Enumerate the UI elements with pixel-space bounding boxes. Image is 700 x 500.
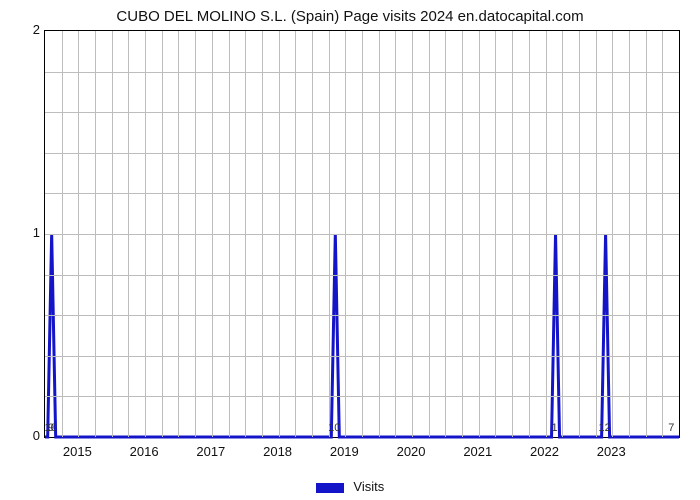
vgrid-minor <box>529 31 530 437</box>
vgrid-minor <box>312 31 313 437</box>
vgrid-minor <box>112 31 113 437</box>
vgrid-major <box>412 31 413 437</box>
vgrid-minor <box>162 31 163 437</box>
plot-area <box>44 30 680 438</box>
vgrid-minor <box>195 31 196 437</box>
vgrid-minor <box>62 31 63 437</box>
vgrid-minor <box>362 31 363 437</box>
vgrid-minor <box>512 31 513 437</box>
vgrid-minor <box>562 31 563 437</box>
vgrid-minor <box>295 31 296 437</box>
x-tick-label: 2019 <box>330 444 359 459</box>
vgrid-minor <box>462 31 463 437</box>
legend-label: Visits <box>353 479 384 494</box>
vgrid-minor <box>128 31 129 437</box>
vgrid-minor <box>329 31 330 437</box>
vgrid-major <box>212 31 213 437</box>
vgrid-minor <box>95 31 96 437</box>
x-tick-label: 2018 <box>263 444 292 459</box>
x-tick-label: 2016 <box>130 444 159 459</box>
y-tick-label: 2 <box>0 22 40 37</box>
x-tick-label: 2015 <box>63 444 92 459</box>
vgrid-minor <box>178 31 179 437</box>
legend: Visits <box>0 479 700 494</box>
vgrid-minor <box>646 31 647 437</box>
data-point-label: 12 <box>598 422 610 434</box>
vgrid-minor <box>495 31 496 437</box>
vgrid-minor <box>379 31 380 437</box>
vgrid-major <box>546 31 547 437</box>
chart-container: { "chart": { "type": "line-spike", "titl… <box>0 0 700 500</box>
vgrid-major <box>279 31 280 437</box>
vgrid-minor <box>629 31 630 437</box>
vgrid-minor <box>395 31 396 437</box>
vgrid-major <box>345 31 346 437</box>
vgrid-minor <box>262 31 263 437</box>
x-tick-label: 2021 <box>463 444 492 459</box>
vgrid-major <box>145 31 146 437</box>
data-point-label: 1 <box>551 422 557 434</box>
x-tick-label: 2023 <box>597 444 626 459</box>
legend-swatch <box>316 483 344 493</box>
y-tick-label: 0 <box>0 428 40 443</box>
data-point-label: 10 <box>328 422 340 434</box>
vgrid-minor <box>596 31 597 437</box>
vgrid-minor <box>662 31 663 437</box>
vgrid-major <box>612 31 613 437</box>
x-tick-label: 2017 <box>196 444 225 459</box>
vgrid-minor <box>229 31 230 437</box>
x-tick-label: 2022 <box>530 444 559 459</box>
data-point-label: 7 <box>668 422 674 434</box>
vgrid-minor <box>245 31 246 437</box>
vgrid-minor <box>579 31 580 437</box>
y-tick-label: 1 <box>0 225 40 240</box>
vgrid-minor <box>445 31 446 437</box>
vgrid-major <box>78 31 79 437</box>
vgrid-minor <box>429 31 430 437</box>
chart-title: CUBO DEL MOLINO S.L. (Spain) Page visits… <box>0 8 700 25</box>
vgrid-major <box>479 31 480 437</box>
corner-data-label: 9 <box>48 422 54 434</box>
x-tick-label: 2020 <box>397 444 426 459</box>
